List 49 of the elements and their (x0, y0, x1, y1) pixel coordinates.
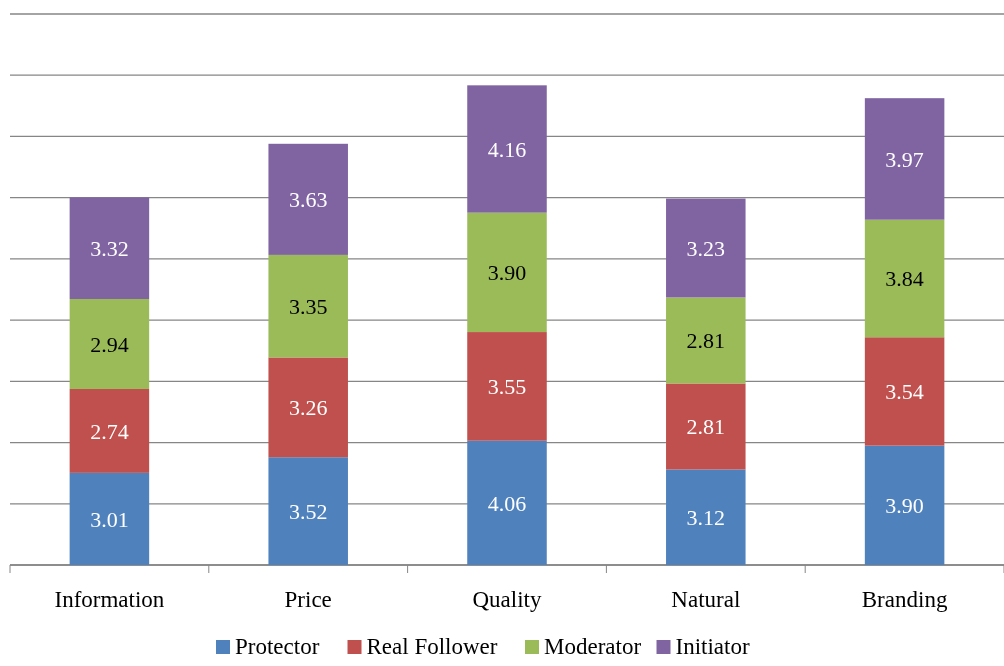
bar (666, 198, 746, 298)
bar (268, 457, 348, 565)
data-label: 4.06 (487, 490, 527, 516)
legend-label: Real Follower (366, 634, 498, 659)
data-label: 3.26 (288, 395, 328, 421)
data-label: 3.54 (885, 379, 924, 405)
legend-label: Protector (235, 634, 320, 659)
data-label: 3.97 (885, 146, 924, 172)
bar (666, 383, 746, 470)
bar (666, 297, 746, 384)
bar (467, 212, 547, 333)
data-label: 3.52 (288, 498, 328, 524)
x-tick-label: Branding (861, 587, 948, 612)
x-tick-label: Information (54, 587, 165, 612)
x-tick-label: Quality (472, 587, 542, 612)
bar (864, 219, 945, 338)
data-label: 3.63 (288, 187, 328, 213)
bar (666, 469, 746, 565)
bar (467, 332, 547, 441)
legend-label: Initiator (675, 634, 750, 659)
bar (467, 440, 547, 565)
legend-label: Moderator (544, 634, 642, 659)
bar (864, 98, 945, 220)
x-tick-label: Natural (671, 587, 741, 612)
bar (69, 197, 150, 299)
data-label: 3.55 (487, 374, 527, 400)
bar (69, 298, 150, 389)
data-label: 3.23 (686, 235, 726, 261)
data-label: 2.81 (686, 328, 726, 354)
bar (864, 337, 945, 446)
data-label: 3.84 (885, 266, 924, 292)
bar (69, 388, 150, 473)
bar (268, 357, 348, 458)
bar (467, 85, 547, 213)
data-label: 2.74 (90, 418, 129, 444)
data-label: 3.12 (686, 504, 726, 530)
bar (268, 143, 348, 255)
data-label: 3.32 (90, 235, 129, 261)
data-label: 2.94 (90, 331, 129, 357)
bar (268, 254, 348, 358)
x-tick-label: Price (284, 587, 332, 612)
data-label: 3.90 (487, 260, 527, 286)
data-label: 3.01 (90, 506, 129, 532)
data-label: 3.35 (288, 293, 328, 319)
data-label: 4.16 (487, 136, 527, 162)
bar (69, 472, 150, 565)
data-label: 3.90 (885, 493, 924, 519)
bar (864, 445, 945, 565)
data-label: 2.81 (686, 414, 726, 440)
